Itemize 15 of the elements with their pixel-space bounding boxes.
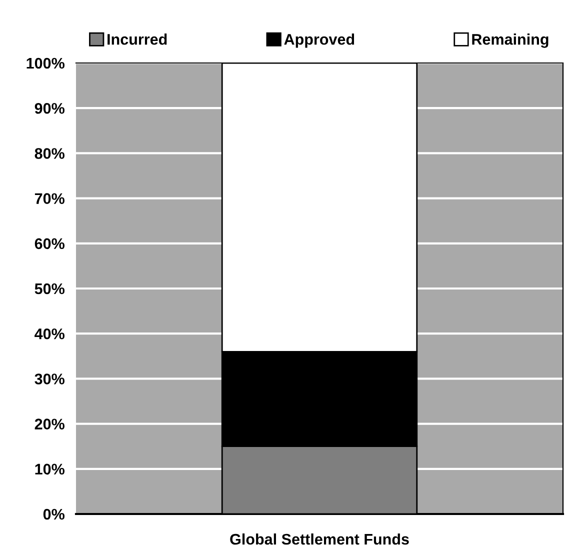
x-tick-label: Global Settlement Funds bbox=[230, 533, 409, 545]
y-tick-label: 20% bbox=[34, 418, 64, 430]
y-tick-label: 80% bbox=[34, 148, 64, 159]
legend-label: Incurred bbox=[108, 34, 167, 45]
y-tick-label: 60% bbox=[34, 238, 64, 250]
y-tick-label: 10% bbox=[35, 464, 64, 475]
y-tick-label: 50% bbox=[34, 283, 64, 294]
y-tick-label: 30% bbox=[34, 374, 64, 384]
legend-label: Approved bbox=[284, 34, 354, 48]
y-tick-label: 90% bbox=[34, 102, 64, 114]
y-tick-label: 100% bbox=[26, 58, 64, 69]
legend-label: Remaining bbox=[472, 34, 548, 48]
y-tick-label: 40% bbox=[34, 328, 64, 340]
y-tick-label: 0% bbox=[43, 508, 64, 520]
y-tick-label: 70% bbox=[34, 193, 64, 204]
